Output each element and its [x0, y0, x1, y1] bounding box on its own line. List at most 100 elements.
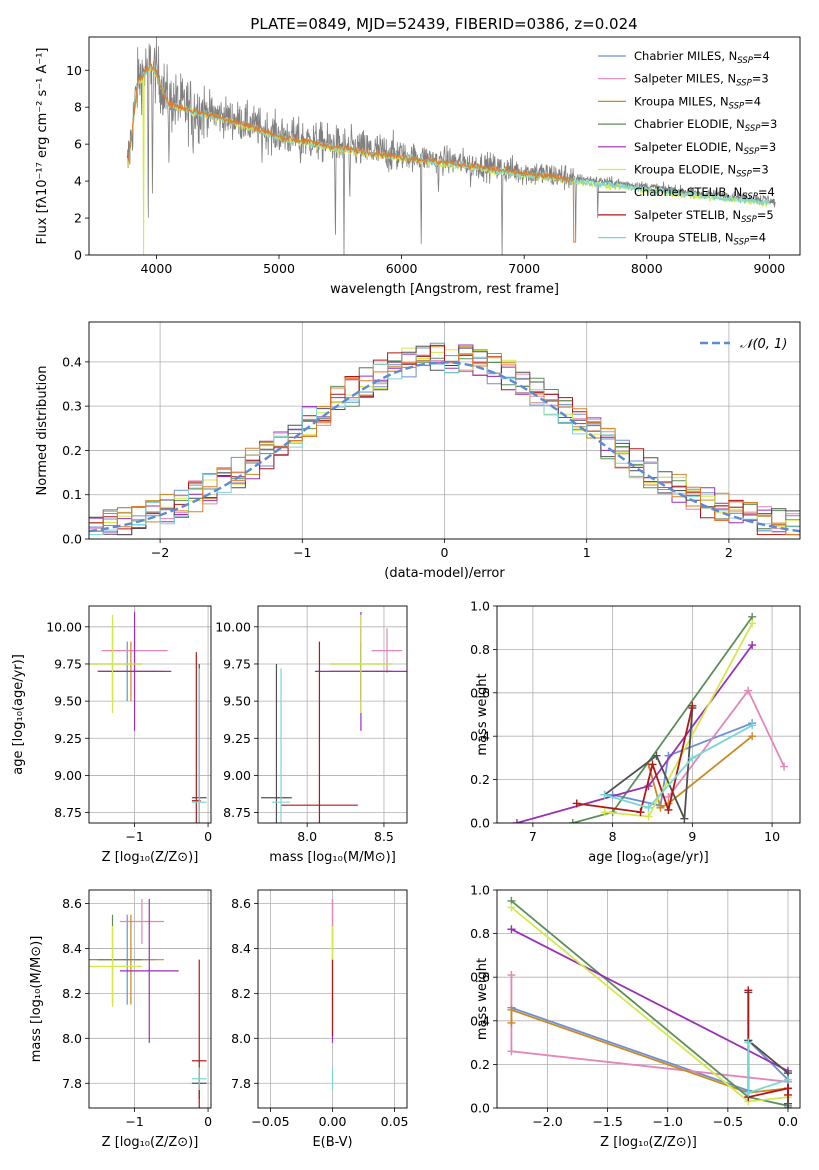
- data-point-marker: [644, 803, 653, 812]
- legend-subscript: SSP: [745, 124, 761, 134]
- weight_vs_age-panel: 7 8 9 10 0.0 0.2 0.4 0.6 0.8 1.0 age [log₁₀(age/yr…: [470, 599, 801, 865]
- weight_vs_age-ytick-label: 0.0: [470, 816, 490, 831]
- legend-subscript: SSP: [737, 56, 753, 66]
- age_vs_Z-grid: [89, 606, 211, 823]
- residuals-xlabel: (data-model)/error: [384, 566, 505, 581]
- weight_vs_Z-xlabel: Z [log₁₀(Z/Z⊙)]: [600, 1135, 697, 1150]
- mass_vs_Z-ytick-label: 8.2: [62, 986, 82, 1001]
- age_vs_Z-ytick-label: 9.00: [54, 768, 82, 783]
- series-line: [604, 724, 753, 809]
- residuals-xtick-label: 2: [725, 545, 733, 560]
- age_vs_mass-ytick-label: 9.00: [223, 768, 251, 783]
- legend-count: =3: [752, 72, 769, 86]
- legend-entry: Chabrier ELODIE, NSSP=3: [634, 117, 777, 134]
- mass_vs_ebv-ytick-label: 8.0: [231, 1031, 251, 1046]
- data-point-marker: [780, 762, 789, 771]
- legend-entry: 𝒩(0, 1): [740, 337, 787, 352]
- mass_vs_ebv-xtick-label: 0.00: [319, 1114, 347, 1129]
- age_vs_Z-ytick-label: 9.75: [54, 656, 82, 671]
- data-point-marker: [512, 819, 521, 823]
- data-point-marker: [748, 721, 757, 730]
- weight_vs_age-xtick-label: 8: [609, 829, 617, 844]
- spectrum-ytick-label: 4: [74, 174, 82, 189]
- weight_vs_age-plot-area: [512, 612, 789, 823]
- legend-count: =4: [758, 185, 775, 199]
- residuals-ylabel: Normed distribution: [35, 366, 50, 496]
- legend-entry: Salpeter STELIB, NSSP=5: [634, 208, 774, 225]
- age_vs_mass-ytick-label: 9.25: [223, 731, 251, 746]
- age_vs_Z-ytick-label: 10.00: [46, 619, 82, 634]
- spectrum-ytick-label: 6: [74, 137, 82, 152]
- mass_vs_Z-xlabel: Z [log₁₀(Z/Z⊙)]: [102, 1135, 199, 1150]
- age_vs_mass-xlabel: mass [log₁₀(M/M⊙)]: [269, 850, 396, 865]
- weight_vs_age-ylabel: mass weight: [475, 673, 490, 755]
- legend-subscript: SSP: [736, 170, 752, 180]
- mass_vs_Z-ytick-label: 8.6: [62, 896, 82, 911]
- data-point-marker: [744, 986, 753, 995]
- residuals-xtick-label: −1: [293, 545, 311, 560]
- mass_vs_Z-grid: [89, 890, 211, 1108]
- data-point-marker: [507, 925, 516, 934]
- data-point-marker: [652, 751, 661, 760]
- legend-count: =4: [753, 49, 770, 63]
- residuals-xtick-label: 1: [583, 545, 591, 560]
- legend-label: Salpeter ELODIE, N: [634, 140, 744, 154]
- legend-entry: Salpeter MILES, NSSP=3: [634, 72, 769, 89]
- data-point-marker: [648, 760, 657, 769]
- mass_vs_ebv-xlabel: E(B-V): [312, 1135, 352, 1150]
- spectrum-xtick-label: 8000: [631, 261, 663, 276]
- legend-label: Salpeter STELIB, N: [634, 208, 741, 222]
- data-point-marker: [688, 701, 697, 710]
- age_vs_mass-xtick-label: 8.0: [297, 829, 317, 844]
- data-point-marker: [748, 732, 757, 741]
- data-point-marker: [748, 641, 757, 650]
- mass_vs_ebv-panel: −0.05 0.00 0.05 7.8 8.0 8.2 8.4 8.6 E(B-V): [231, 889, 409, 1150]
- mass_vs_ebv-xtick-label: −0.05: [251, 1114, 289, 1129]
- legend-count: =3: [759, 140, 776, 154]
- data-point-marker: [744, 686, 753, 695]
- legend-subscript: SSP: [741, 215, 757, 225]
- weight_vs_Z-frame: [496, 889, 801, 1109]
- weight_vs_Z-ytick-label: 0.8: [470, 926, 490, 941]
- age_vs_Z-xtick-label: 0: [204, 829, 212, 844]
- weight_vs_age-xtick-label: 10: [764, 829, 780, 844]
- data-point-marker: [507, 1005, 516, 1014]
- weight_vs_age-ytick-label: 0.6: [470, 685, 490, 700]
- legend-subscript: SSP: [736, 79, 752, 89]
- weight_vs_Z-ytick-label: 1.0: [470, 883, 490, 898]
- data-point-marker: [744, 1088, 753, 1097]
- spectrum-title: PLATE=0849, MJD=52439, FIBERID=0386, z=0…: [250, 15, 637, 33]
- age_vs_mass-ytick-label: 10.00: [215, 619, 251, 634]
- data-point-marker: [783, 1099, 792, 1108]
- data-point-marker: [507, 1047, 516, 1056]
- model-fit-line: [127, 61, 576, 243]
- mass_vs_Z-plot-area: [89, 898, 207, 1108]
- legend-subscript: SSP: [744, 147, 760, 157]
- age_vs_mass-frame: [257, 605, 408, 824]
- mass_vs_Z-frame: [88, 889, 212, 1109]
- weight_vs_Z-plot-area: [507, 896, 792, 1108]
- legend-subscript: SSP: [734, 238, 750, 248]
- weight_vs_Z-xtick-label: −1.0: [653, 1114, 683, 1129]
- weight_vs_Z-ytick-label: 0.6: [470, 970, 490, 985]
- residuals-panel: −2 −1 0 1 2 0.0 0.1 0.2 0.3 0.4 (data-model)/error…: [35, 321, 801, 581]
- model-fit-line: [127, 64, 770, 255]
- spectrum-xtick-label: 4000: [141, 261, 173, 276]
- weight_vs_Z-ytick-label: 0.4: [470, 1013, 490, 1028]
- weight_vs_Z-xtick-label: −0.5: [713, 1114, 743, 1129]
- data-point-marker: [636, 808, 645, 817]
- series-line: [667, 688, 785, 798]
- legend-label: Kroupa ELODIE, N: [634, 163, 736, 177]
- legend-count: =3: [752, 163, 769, 177]
- data-point-marker: [680, 814, 689, 823]
- spectrum-xlabel: wavelength [Angstrom, rest frame]: [330, 282, 559, 297]
- residuals-plot-area: [89, 342, 800, 536]
- residuals-ytick-label: 0.1: [62, 487, 82, 502]
- legend-entry: Kroupa STELIB, NSSP=4: [634, 231, 766, 248]
- legend-label: Salpeter MILES, N: [634, 72, 736, 86]
- data-point-marker: [572, 799, 581, 808]
- residuals-frame: [88, 321, 801, 540]
- mass_vs_Z-ylabel: mass [log₁₀(M/M⊙)]: [29, 936, 44, 1063]
